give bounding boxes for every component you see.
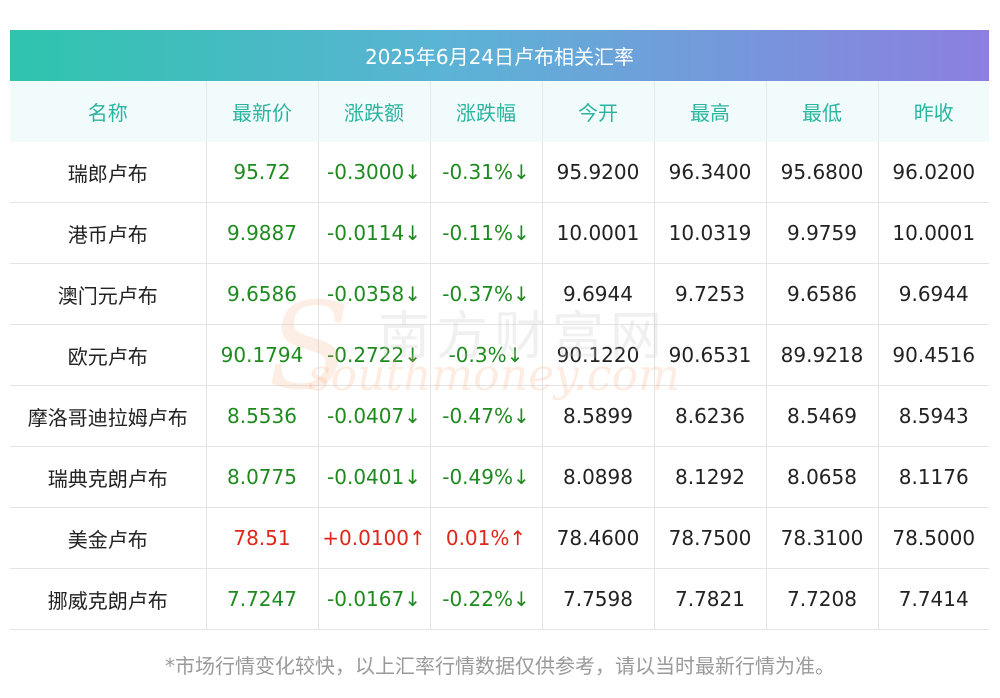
col-header-open: 今开 bbox=[542, 81, 655, 142]
cell-low: 7.7208 bbox=[766, 568, 879, 630]
cell-pct: -0.49%↓ bbox=[430, 446, 543, 508]
cell-open: 8.0898 bbox=[542, 446, 655, 508]
cell-high: 78.7500 bbox=[654, 507, 767, 569]
cell-name: 澳门元卢布 bbox=[10, 263, 207, 325]
cell-latest: 7.7247 bbox=[206, 568, 319, 630]
cell-change: +0.0100↑ bbox=[318, 507, 431, 569]
cell-low: 9.9759 bbox=[766, 202, 879, 264]
cell-name: 摩洛哥迪拉姆卢布 bbox=[10, 385, 207, 447]
col-header-change: 涨跌额 bbox=[318, 81, 431, 142]
cell-name: 瑞郎卢布 bbox=[10, 142, 207, 203]
footnote: *市场行情变化较快，以上汇率行情数据仅供参考，请以当时最新行情为准。 bbox=[165, 654, 835, 678]
cell-open: 90.1220 bbox=[542, 324, 655, 386]
table-row: 港币卢布 9.9887 -0.0114↓ -0.11%↓ 10.0001 10.0319 9… bbox=[10, 202, 989, 264]
cell-pct: -0.3%↓ bbox=[430, 324, 543, 386]
cell-open: 9.6944 bbox=[542, 263, 655, 325]
cell-prev: 8.1176 bbox=[878, 446, 989, 508]
cell-latest: 8.0775 bbox=[206, 446, 319, 508]
cell-change: -0.0407↓ bbox=[318, 385, 431, 447]
cell-name: 瑞典克朗卢布 bbox=[10, 446, 207, 508]
cell-change: -0.3000↓ bbox=[318, 142, 431, 203]
table-header-row: 名称 最新价 涨跌额 涨跌幅 今开 最高 最低 昨收 bbox=[10, 81, 989, 142]
cell-change: -0.0401↓ bbox=[318, 446, 431, 508]
table-title: 2025年6月24日卢布相关汇率 bbox=[10, 30, 989, 81]
cell-prev: 9.6944 bbox=[878, 263, 989, 325]
cell-open: 10.0001 bbox=[542, 202, 655, 264]
rate-table-panel: 2025年6月24日卢布相关汇率 名称 最新价 涨跌额 涨跌幅 今开 最高 最低… bbox=[10, 30, 989, 630]
cell-latest: 90.1794 bbox=[206, 324, 319, 386]
col-header-latest: 最新价 bbox=[206, 81, 319, 142]
cell-latest: 78.51 bbox=[206, 507, 319, 569]
cell-latest: 9.9887 bbox=[206, 202, 319, 264]
cell-prev: 7.7414 bbox=[878, 568, 989, 630]
cell-name: 欧元卢布 bbox=[10, 324, 207, 386]
cell-pct: -0.11%↓ bbox=[430, 202, 543, 264]
cell-open: 95.9200 bbox=[542, 142, 655, 203]
cell-prev: 8.5943 bbox=[878, 385, 989, 447]
cell-high: 9.7253 bbox=[654, 263, 767, 325]
cell-pct: -0.31%↓ bbox=[430, 142, 543, 203]
cell-prev: 78.5000 bbox=[878, 507, 989, 569]
cell-change: -0.0114↓ bbox=[318, 202, 431, 264]
cell-pct: -0.47%↓ bbox=[430, 385, 543, 447]
table-row: 欧元卢布 90.1794 -0.2722↓ -0.3%↓ 90.1220 90.6531 8… bbox=[10, 324, 989, 386]
cell-low: 95.6800 bbox=[766, 142, 879, 203]
cell-change: -0.2722↓ bbox=[318, 324, 431, 386]
cell-low: 9.6586 bbox=[766, 263, 879, 325]
cell-prev: 90.4516 bbox=[878, 324, 989, 386]
table-row: 瑞典克朗卢布 8.0775 -0.0401↓ -0.49%↓ 8.0898 8.1292 8… bbox=[10, 446, 989, 508]
cell-name: 港币卢布 bbox=[10, 202, 207, 264]
col-header-pct: 涨跌幅 bbox=[430, 81, 543, 142]
cell-latest: 9.6586 bbox=[206, 263, 319, 325]
cell-change: -0.0358↓ bbox=[318, 263, 431, 325]
cell-name: 挪威克朗卢布 bbox=[10, 568, 207, 630]
cell-high: 8.1292 bbox=[654, 446, 767, 508]
rate-table: 名称 最新价 涨跌额 涨跌幅 今开 最高 最低 昨收 瑞郎卢布 95.72 -0.3… bbox=[10, 81, 989, 630]
col-header-high: 最高 bbox=[654, 81, 767, 142]
table-row: 澳门元卢布 9.6586 -0.0358↓ -0.37%↓ 9.6944 9.7253 9.… bbox=[10, 263, 989, 325]
cell-latest: 95.72 bbox=[206, 142, 319, 203]
col-header-low: 最低 bbox=[766, 81, 879, 142]
cell-high: 10.0319 bbox=[654, 202, 767, 264]
cell-open: 7.7598 bbox=[542, 568, 655, 630]
cell-high: 7.7821 bbox=[654, 568, 767, 630]
cell-prev: 96.0200 bbox=[878, 142, 989, 203]
cell-pct: -0.37%↓ bbox=[430, 263, 543, 325]
cell-low: 8.0658 bbox=[766, 446, 879, 508]
cell-high: 90.6531 bbox=[654, 324, 767, 386]
cell-prev: 10.0001 bbox=[878, 202, 989, 264]
cell-low: 89.9218 bbox=[766, 324, 879, 386]
cell-high: 8.6236 bbox=[654, 385, 767, 447]
cell-name: 美金卢布 bbox=[10, 507, 207, 569]
cell-low: 78.3100 bbox=[766, 507, 879, 569]
cell-pct: -0.22%↓ bbox=[430, 568, 543, 630]
col-header-prev: 昨收 bbox=[878, 81, 989, 142]
table-row: 瑞郎卢布 95.72 -0.3000↓ -0.31%↓ 95.9200 96.3400 95… bbox=[10, 142, 989, 203]
col-header-name: 名称 bbox=[10, 81, 207, 142]
cell-low: 8.5469 bbox=[766, 385, 879, 447]
table-row: 美金卢布 78.51 +0.0100↑ 0.01%↑ 78.4600 78.7500 78.… bbox=[10, 507, 989, 569]
cell-open: 78.4600 bbox=[542, 507, 655, 569]
cell-pct: 0.01%↑ bbox=[430, 507, 543, 569]
cell-high: 96.3400 bbox=[654, 142, 767, 203]
table-row: 挪威克朗卢布 7.7247 -0.0167↓ -0.22%↓ 7.7598 7.7821 7… bbox=[10, 568, 989, 630]
cell-open: 8.5899 bbox=[542, 385, 655, 447]
table-row: 摩洛哥迪拉姆卢布 8.5536 -0.0407↓ -0.47%↓ 8.5899 8.623… bbox=[10, 385, 989, 447]
cell-change: -0.0167↓ bbox=[318, 568, 431, 630]
cell-latest: 8.5536 bbox=[206, 385, 319, 447]
